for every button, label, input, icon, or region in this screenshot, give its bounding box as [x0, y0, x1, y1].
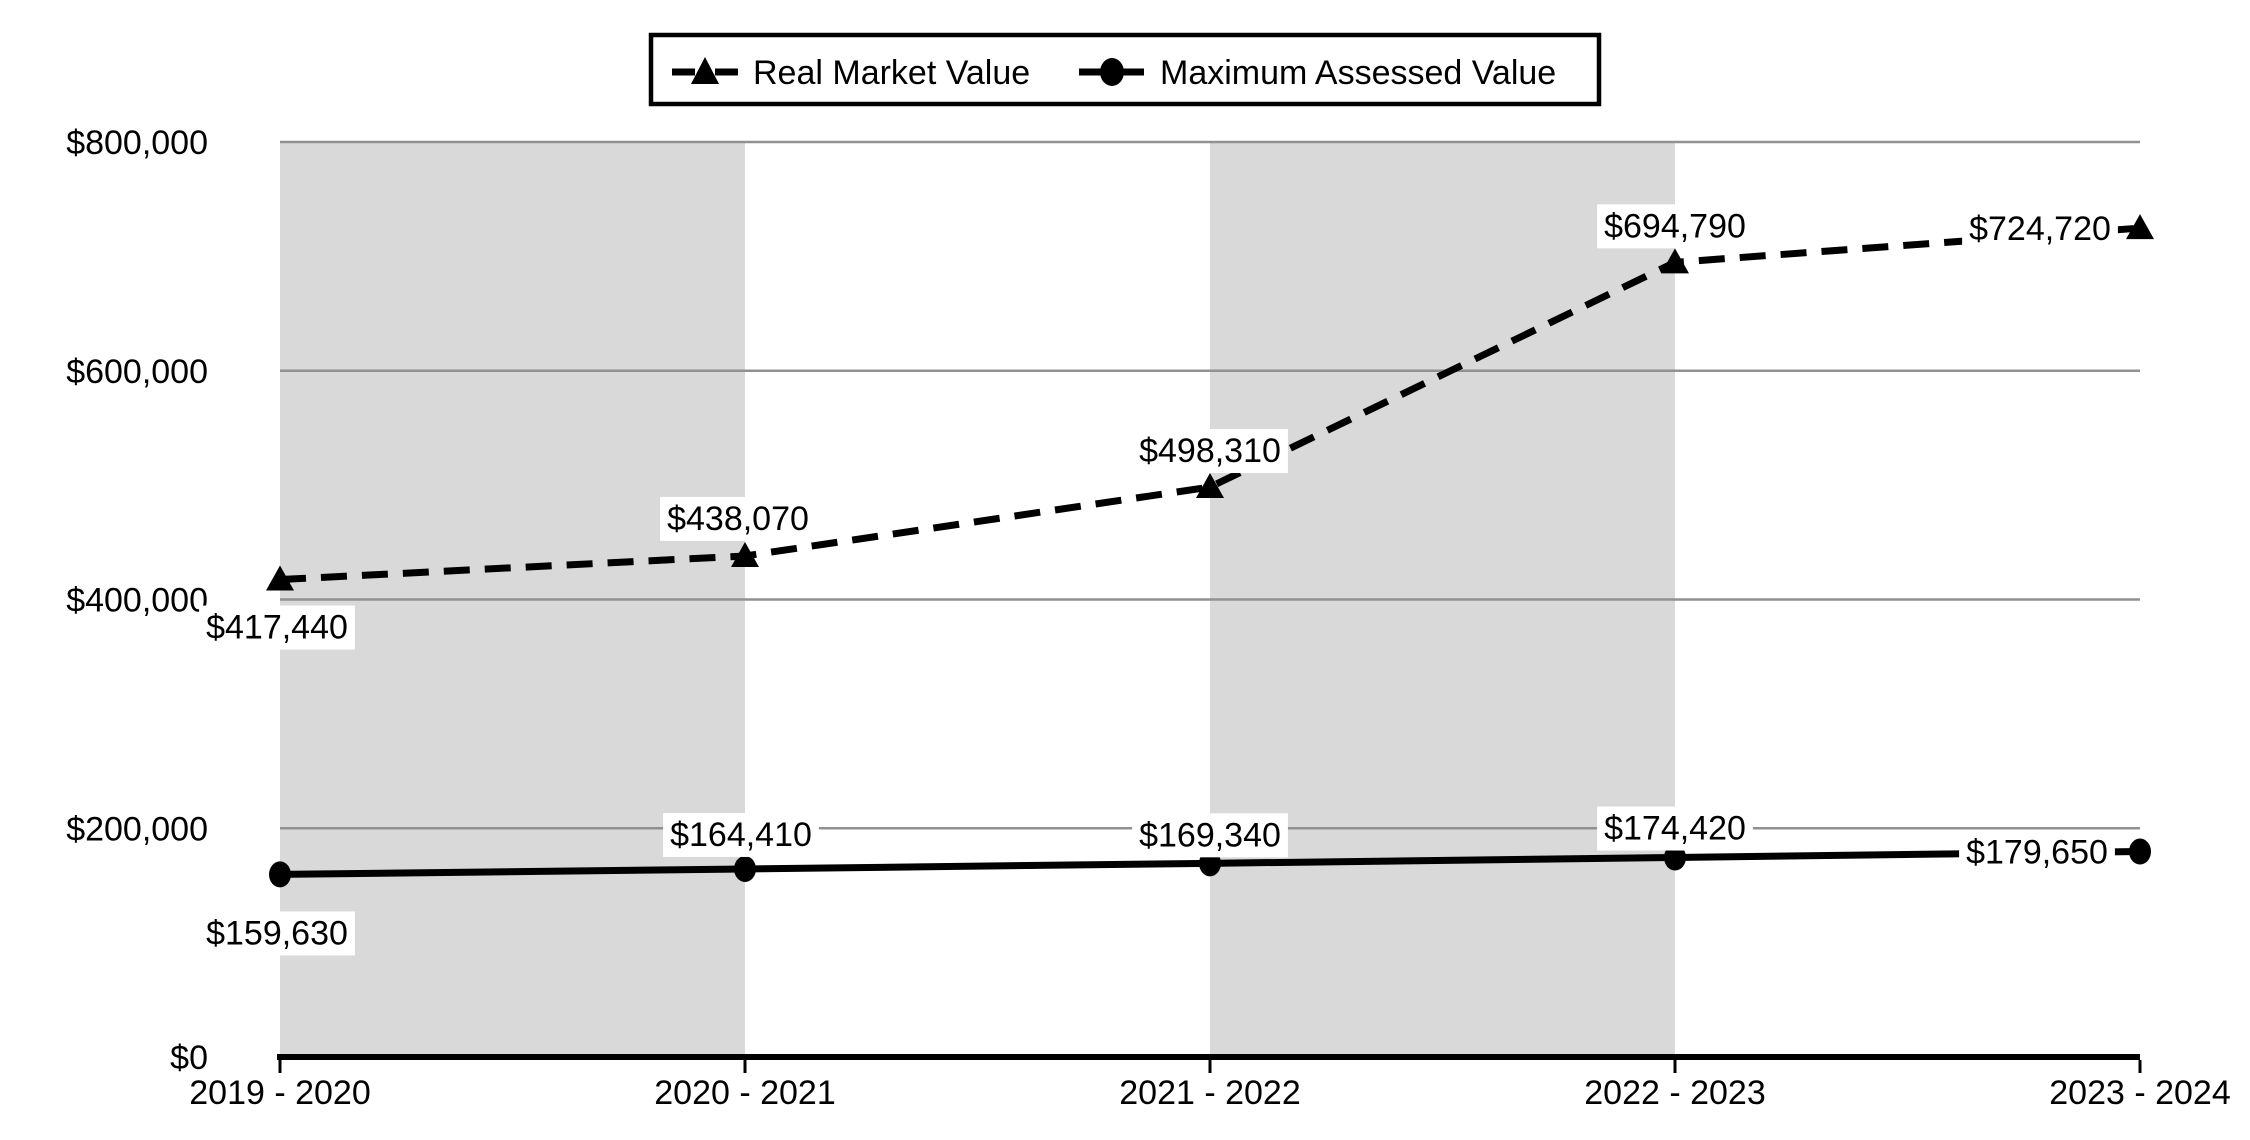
data-label-text: $724,720: [1969, 210, 2111, 248]
y-axis-label: $600,000: [66, 353, 208, 391]
x-axis-label: 2022 - 2023: [1584, 1074, 1766, 1112]
data-label-text: $694,790: [1604, 207, 1746, 245]
data-label: $417,440: [199, 605, 355, 650]
data-label-bg: [199, 911, 355, 956]
data-label-bg: [663, 812, 819, 857]
triangle-marker: [2126, 214, 2154, 240]
x-axis-label: 2023 - 2024: [2049, 1074, 2231, 1112]
y-axis-label: $0: [170, 1039, 208, 1077]
data-label-text: $498,310: [1139, 432, 1281, 470]
data-label-text: $438,070: [667, 500, 809, 538]
data-label: $174,420: [1597, 806, 1753, 851]
triangle-marker: [1661, 248, 1689, 274]
x-axis-label: 2021 - 2022: [1119, 1074, 1301, 1112]
data-label: $724,720: [1962, 207, 2118, 252]
data-label-bg: [1962, 207, 2118, 252]
triangle-marker: [731, 541, 759, 567]
data-label-bg: [1132, 429, 1288, 474]
circle-marker: [734, 855, 756, 882]
real-market-value-line: [279, 224, 2141, 584]
data-label-bg: [1959, 830, 2115, 875]
y-axis-label: $200,000: [66, 810, 208, 848]
legend: Real Market Value Maximum Assessed Value: [648, 32, 1602, 107]
data-label: $694,790: [1597, 204, 1753, 249]
x-axis-label: 2020 - 2021: [654, 1074, 836, 1112]
data-label-text: $417,440: [206, 609, 348, 647]
data-label-bg: [660, 496, 816, 541]
data-label: $159,630: [199, 911, 355, 956]
data-label: $438,070: [660, 496, 816, 541]
circle-marker: [2129, 838, 2151, 865]
x-axis-label: 2019 - 2020: [189, 1074, 371, 1112]
triangle-icon: [691, 57, 719, 84]
data-label-bg: [199, 605, 355, 650]
data-label-text: $159,630: [206, 914, 348, 952]
legend-item-maximum-assessed-value: Maximum Assessed Value: [1079, 54, 1556, 92]
legend-item-real-market-value: Real Market Value: [672, 54, 1030, 92]
data-label: $179,650: [1959, 830, 2115, 875]
circle-marker: [269, 861, 291, 888]
legend-label: Maximum Assessed Value: [1160, 54, 1556, 92]
circle-marker: [1664, 844, 1686, 871]
data-label-text: $179,650: [1966, 834, 2108, 872]
data-label-text: $169,340: [1139, 816, 1281, 854]
data-label-text: $174,420: [1604, 810, 1746, 848]
data-label-bg: [1132, 813, 1288, 858]
data-label: $498,310: [1132, 429, 1288, 474]
data-label-text: $164,410: [670, 816, 812, 854]
data-label-bg: [1597, 204, 1753, 249]
triangle-marker: [1196, 473, 1224, 499]
legend-label: Real Market Value: [753, 54, 1030, 92]
data-label: $169,340: [1132, 813, 1288, 858]
y-axis-label: $800,000: [66, 124, 208, 162]
data-label-bg: [1597, 806, 1753, 851]
triangle-marker: [266, 565, 294, 591]
circle-icon: [1100, 58, 1124, 86]
data-label: $164,410: [663, 812, 819, 857]
y-axis-label: $400,000: [66, 582, 208, 620]
